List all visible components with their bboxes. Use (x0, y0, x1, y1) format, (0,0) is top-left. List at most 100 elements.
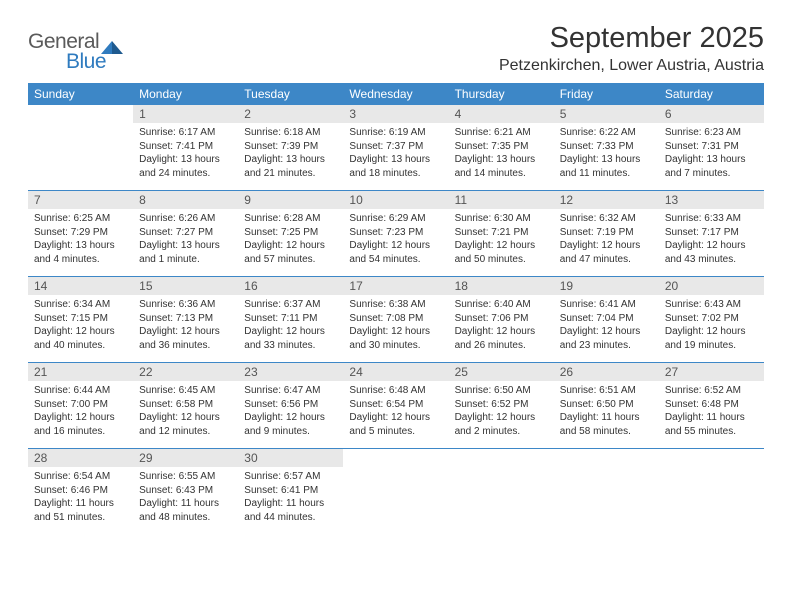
sunset-text: Sunset: 7:41 PM (139, 140, 232, 154)
sunset-text: Sunset: 6:56 PM (244, 398, 337, 412)
sunrise-text: Sunrise: 6:45 AM (139, 384, 232, 398)
calendar-body: 123456Sunrise: 6:17 AMSunset: 7:41 PMDay… (28, 105, 764, 534)
daylight-text: Daylight: 12 hours and 16 minutes. (34, 411, 127, 438)
location: Petzenkirchen, Lower Austria, Austria (499, 57, 764, 75)
day-number-cell: 1 (133, 105, 238, 123)
day-number-cell: 10 (343, 191, 448, 210)
sunset-text: Sunset: 6:50 PM (560, 398, 653, 412)
day-number-row: 123456 (28, 105, 764, 123)
day-content-cell (28, 123, 133, 191)
sunset-text: Sunset: 7:13 PM (139, 312, 232, 326)
day-content-cell: Sunrise: 6:51 AMSunset: 6:50 PMDaylight:… (554, 381, 659, 449)
sunset-text: Sunset: 7:02 PM (665, 312, 758, 326)
sunset-text: Sunset: 7:06 PM (455, 312, 548, 326)
sunrise-text: Sunrise: 6:23 AM (665, 126, 758, 140)
sunrise-text: Sunrise: 6:21 AM (455, 126, 548, 140)
sunset-text: Sunset: 7:39 PM (244, 140, 337, 154)
sunset-text: Sunset: 7:08 PM (349, 312, 442, 326)
sunrise-text: Sunrise: 6:37 AM (244, 298, 337, 312)
sunset-text: Sunset: 7:15 PM (34, 312, 127, 326)
day-content-cell: Sunrise: 6:43 AMSunset: 7:02 PMDaylight:… (659, 295, 764, 363)
day-content-cell (343, 467, 448, 534)
day-number-cell: 12 (554, 191, 659, 210)
day-number-cell: 27 (659, 363, 764, 382)
sunset-text: Sunset: 6:54 PM (349, 398, 442, 412)
weekday-header: Thursday (449, 83, 554, 105)
daylight-text: Daylight: 12 hours and 12 minutes. (139, 411, 232, 438)
daylight-text: Daylight: 12 hours and 40 minutes. (34, 325, 127, 352)
daylight-text: Daylight: 11 hours and 44 minutes. (244, 497, 337, 524)
day-content-cell (554, 467, 659, 534)
daylight-text: Daylight: 12 hours and 50 minutes. (455, 239, 548, 266)
day-number-cell: 17 (343, 277, 448, 296)
daylight-text: Daylight: 12 hours and 30 minutes. (349, 325, 442, 352)
sunrise-text: Sunrise: 6:19 AM (349, 126, 442, 140)
day-number-cell: 14 (28, 277, 133, 296)
day-content-cell: Sunrise: 6:34 AMSunset: 7:15 PMDaylight:… (28, 295, 133, 363)
sunrise-text: Sunrise: 6:47 AM (244, 384, 337, 398)
daylight-text: Daylight: 12 hours and 9 minutes. (244, 411, 337, 438)
day-content-cell: Sunrise: 6:21 AMSunset: 7:35 PMDaylight:… (449, 123, 554, 191)
sunrise-text: Sunrise: 6:43 AM (665, 298, 758, 312)
sunset-text: Sunset: 7:25 PM (244, 226, 337, 240)
daylight-text: Daylight: 13 hours and 11 minutes. (560, 153, 653, 180)
day-number-cell: 3 (343, 105, 448, 123)
day-number-cell: 24 (343, 363, 448, 382)
header: GeneralBlue September 2025 Petzenkirchen… (28, 22, 764, 75)
sunset-text: Sunset: 7:29 PM (34, 226, 127, 240)
day-number-row: 78910111213 (28, 191, 764, 210)
day-content-cell: Sunrise: 6:26 AMSunset: 7:27 PMDaylight:… (133, 209, 238, 277)
day-number-cell: 23 (238, 363, 343, 382)
day-content-cell: Sunrise: 6:47 AMSunset: 6:56 PMDaylight:… (238, 381, 343, 449)
day-content-cell: Sunrise: 6:57 AMSunset: 6:41 PMDaylight:… (238, 467, 343, 534)
calendar-table: Sunday Monday Tuesday Wednesday Thursday… (28, 83, 764, 534)
day-number-cell: 7 (28, 191, 133, 210)
day-number-cell: 28 (28, 449, 133, 468)
sunset-text: Sunset: 7:33 PM (560, 140, 653, 154)
day-content-cell: Sunrise: 6:50 AMSunset: 6:52 PMDaylight:… (449, 381, 554, 449)
sunrise-text: Sunrise: 6:36 AM (139, 298, 232, 312)
daylight-text: Daylight: 12 hours and 19 minutes. (665, 325, 758, 352)
daylight-text: Daylight: 12 hours and 47 minutes. (560, 239, 653, 266)
daylight-text: Daylight: 12 hours and 36 minutes. (139, 325, 232, 352)
sunrise-text: Sunrise: 6:51 AM (560, 384, 653, 398)
sunrise-text: Sunrise: 6:18 AM (244, 126, 337, 140)
sunset-text: Sunset: 7:17 PM (665, 226, 758, 240)
sunrise-text: Sunrise: 6:33 AM (665, 212, 758, 226)
day-number-cell: 29 (133, 449, 238, 468)
daylight-text: Daylight: 13 hours and 4 minutes. (34, 239, 127, 266)
calendar-page: GeneralBlue September 2025 Petzenkirchen… (0, 0, 792, 556)
day-content-cell: Sunrise: 6:22 AMSunset: 7:33 PMDaylight:… (554, 123, 659, 191)
day-content-row: Sunrise: 6:54 AMSunset: 6:46 PMDaylight:… (28, 467, 764, 534)
day-number-cell (449, 449, 554, 468)
day-number-row: 282930 (28, 449, 764, 468)
daylight-text: Daylight: 13 hours and 1 minute. (139, 239, 232, 266)
sunrise-text: Sunrise: 6:26 AM (139, 212, 232, 226)
day-content-cell: Sunrise: 6:30 AMSunset: 7:21 PMDaylight:… (449, 209, 554, 277)
day-content-cell: Sunrise: 6:44 AMSunset: 7:00 PMDaylight:… (28, 381, 133, 449)
day-number-cell: 18 (449, 277, 554, 296)
day-number-cell (659, 449, 764, 468)
sunset-text: Sunset: 6:43 PM (139, 484, 232, 498)
daylight-text: Daylight: 13 hours and 7 minutes. (665, 153, 758, 180)
sunrise-text: Sunrise: 6:54 AM (34, 470, 127, 484)
sunrise-text: Sunrise: 6:48 AM (349, 384, 442, 398)
sunrise-text: Sunrise: 6:34 AM (34, 298, 127, 312)
day-number-cell (28, 105, 133, 123)
weekday-header: Sunday (28, 83, 133, 105)
daylight-text: Daylight: 11 hours and 58 minutes. (560, 411, 653, 438)
sunrise-text: Sunrise: 6:40 AM (455, 298, 548, 312)
logo: GeneralBlue (28, 22, 123, 74)
sunrise-text: Sunrise: 6:30 AM (455, 212, 548, 226)
daylight-text: Daylight: 13 hours and 14 minutes. (455, 153, 548, 180)
sunrise-text: Sunrise: 6:57 AM (244, 470, 337, 484)
day-content-cell: Sunrise: 6:33 AMSunset: 7:17 PMDaylight:… (659, 209, 764, 277)
day-content-cell: Sunrise: 6:54 AMSunset: 6:46 PMDaylight:… (28, 467, 133, 534)
title-block: September 2025 Petzenkirchen, Lower Aust… (499, 22, 764, 75)
daylight-text: Daylight: 12 hours and 26 minutes. (455, 325, 548, 352)
day-content-cell: Sunrise: 6:48 AMSunset: 6:54 PMDaylight:… (343, 381, 448, 449)
day-content-cell: Sunrise: 6:40 AMSunset: 7:06 PMDaylight:… (449, 295, 554, 363)
daylight-text: Daylight: 12 hours and 2 minutes. (455, 411, 548, 438)
day-number-cell: 16 (238, 277, 343, 296)
day-content-cell: Sunrise: 6:23 AMSunset: 7:31 PMDaylight:… (659, 123, 764, 191)
